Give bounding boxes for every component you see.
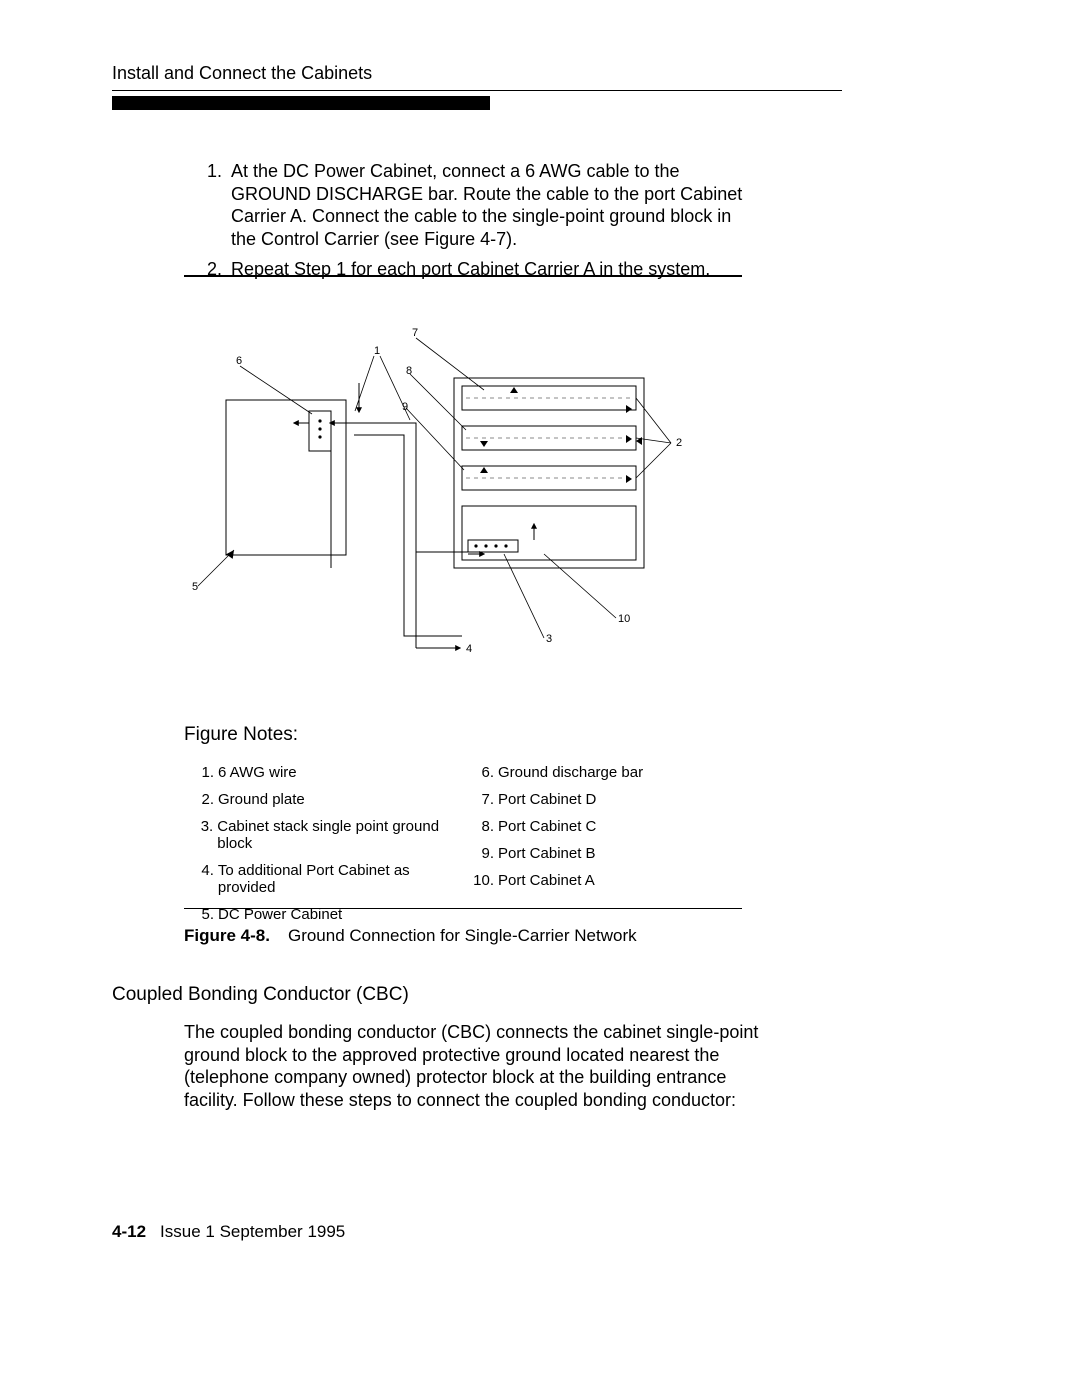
step-text: Repeat Step 1 for each port Cabinet Carr… [231,258,710,281]
note-num: 10. [470,872,498,889]
note-text: Port Cabinet A [498,872,595,889]
diag-label-3: 3 [546,633,552,645]
header-rule [112,90,842,91]
header-thick-bar [112,96,490,110]
issue-text: Issue 1 September 1995 [160,1222,345,1241]
step-num: 2. [207,258,231,281]
section-subheading: Coupled Bonding Conductor (CBC) [112,984,409,1006]
figure-caption: Figure 4-8. Ground Connection for Single-… [184,926,637,946]
note-text: Port Cabinet C [498,818,596,835]
diag-label-10: 10 [618,613,630,625]
note-num: 1. [190,764,218,781]
figure-caption-text: Ground Connection for Single-Carrier Net… [288,926,637,945]
note-text: Cabinet stack single point ground block [217,818,470,852]
figure-notes-heading: Figure Notes: [184,724,298,746]
note-text: To additional Port Cabinet as provided [218,862,470,896]
note-text: Port Cabinet D [498,791,596,808]
page-footer: 4-12 Issue 1 September 1995 [112,1222,345,1242]
note-num: 3. [190,818,217,852]
step-num: 1. [207,160,231,250]
diag-label-7: 7 [412,327,418,339]
page-header-title: Install and Connect the Cabinets [112,63,372,84]
diag-label-2: 2 [676,437,682,449]
diag-label-4: 4 [466,643,472,655]
note-num: 7. [470,791,498,808]
instruction-steps: 1.At the DC Power Cabinet, connect a 6 A… [207,160,747,289]
diag-label-5: 5 [192,581,198,593]
diag-label-8: 8 [406,365,412,377]
step-text: At the DC Power Cabinet, connect a 6 AWG… [231,160,747,250]
note-text: Port Cabinet B [498,845,596,862]
page-number: 4-12 [112,1222,146,1241]
note-text: Ground discharge bar [498,764,643,781]
note-num: 9. [470,845,498,862]
figure-ref: Figure 4-8. [184,926,270,945]
note-text: 6 AWG wire [218,764,297,781]
figure-caption-rule [184,908,742,909]
diag-label-1: 1 [374,345,380,357]
diag-label-6: 6 [236,355,242,367]
diag-label-9: 9 [402,401,408,413]
note-num: 8. [470,818,498,835]
figure-diagram: 6 1 7 8 9 2 10 3 4 5 [184,308,744,678]
section-body: The coupled bonding conductor (CBC) conn… [184,1021,784,1111]
note-num: 2. [190,791,218,808]
figure-top-rule [184,275,742,277]
note-num: 6. [470,764,498,781]
note-num: 4. [190,862,218,896]
note-text: Ground plate [218,791,305,808]
